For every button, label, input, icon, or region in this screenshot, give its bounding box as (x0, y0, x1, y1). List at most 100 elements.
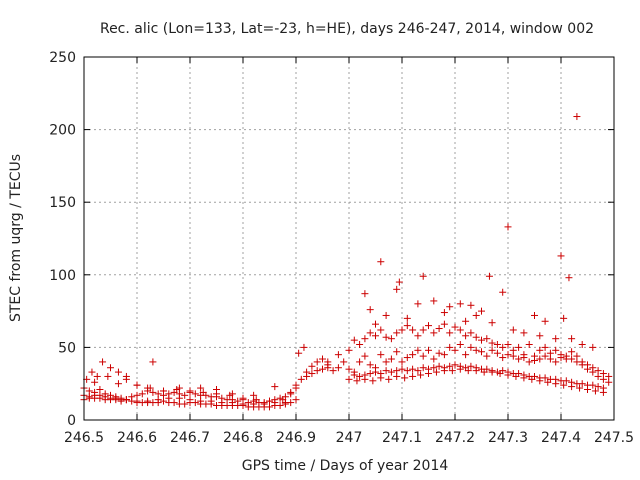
data-point (199, 388, 207, 396)
data-point (594, 367, 602, 375)
data-point (520, 351, 528, 359)
data-point (446, 329, 454, 337)
data-point (425, 346, 432, 354)
data-point (377, 374, 385, 382)
data-point (478, 336, 485, 344)
data-points (80, 113, 613, 411)
data-point (448, 367, 456, 375)
data-point (170, 399, 178, 407)
data-point (377, 258, 385, 266)
data-point (369, 377, 377, 385)
data-point (393, 372, 401, 380)
data-point (573, 113, 581, 121)
data-point (96, 391, 104, 399)
data-point (186, 387, 194, 395)
data-point (313, 358, 321, 366)
data-point (531, 352, 538, 360)
plot-frame (83, 56, 615, 421)
data-point (377, 351, 385, 359)
data-point (478, 348, 485, 356)
data-point (308, 362, 316, 370)
data-point (568, 348, 576, 356)
data-point (361, 335, 369, 343)
data-point (356, 372, 364, 380)
data-point (144, 384, 152, 392)
data-point (562, 355, 570, 363)
data-point (557, 252, 565, 260)
data-point (552, 335, 560, 343)
data-point (356, 340, 364, 348)
data-point (541, 352, 549, 360)
data-point (91, 378, 99, 386)
data-point (467, 301, 475, 309)
data-point (560, 381, 568, 389)
data-point (340, 358, 348, 366)
data-point (345, 375, 353, 383)
data-point (541, 343, 549, 351)
data-point (175, 394, 183, 402)
data-point (138, 390, 146, 398)
data-point (372, 368, 379, 376)
data-point (191, 399, 199, 407)
data-point (154, 396, 162, 404)
data-point (478, 307, 485, 315)
data-point (594, 383, 602, 391)
data-point (520, 374, 528, 382)
data-point (536, 332, 544, 340)
data-point (467, 343, 475, 351)
data-point (499, 343, 507, 351)
data-point (488, 368, 496, 376)
data-point (382, 358, 390, 366)
data-point (419, 326, 427, 334)
data-point (144, 397, 152, 405)
data-point (456, 340, 464, 348)
chart-title: Rec. alic (Lon=133, Lat=-23, h=HE), days… (100, 21, 594, 37)
data-point (432, 368, 440, 376)
data-point (398, 358, 406, 366)
data-point (419, 352, 427, 360)
data-point (393, 348, 401, 356)
data-point (228, 399, 236, 407)
data-point (462, 332, 470, 340)
data-point (419, 272, 427, 280)
data-point (425, 322, 432, 330)
x-tick-label: 247.2 (435, 430, 475, 446)
x-tick-labels: 246.5 246.6 246.7 246.8 246.9 247 247.1 247.2 24… (64, 430, 634, 446)
data-point (181, 391, 189, 399)
data-point (584, 361, 591, 369)
data-point (446, 362, 454, 370)
data-point (191, 390, 199, 398)
data-point (313, 367, 321, 375)
data-point (525, 340, 533, 348)
data-point (345, 365, 353, 373)
data-point (451, 323, 459, 331)
data-point (266, 397, 273, 405)
data-point (467, 329, 475, 337)
data-point (395, 278, 403, 286)
data-point (382, 311, 390, 319)
data-point (578, 340, 586, 348)
data-point (393, 285, 401, 293)
data-point (356, 358, 364, 366)
data-point (149, 388, 157, 396)
data-point (430, 297, 438, 305)
data-point (292, 381, 300, 389)
data-point (509, 326, 517, 334)
data-point (541, 317, 549, 325)
data-point (472, 367, 480, 375)
data-point (160, 397, 167, 405)
data-point (319, 365, 326, 373)
data-point (504, 340, 512, 348)
data-point (520, 329, 528, 337)
data-point (499, 288, 507, 296)
data-point (403, 354, 411, 362)
y-tick-label: 150 (49, 195, 76, 211)
y-tick-label: 100 (49, 268, 76, 284)
data-point (350, 336, 358, 344)
data-point (385, 375, 393, 383)
data-point (319, 355, 326, 363)
x-tick-label: 247.4 (541, 430, 581, 446)
data-point (250, 391, 258, 399)
data-point (414, 367, 422, 375)
